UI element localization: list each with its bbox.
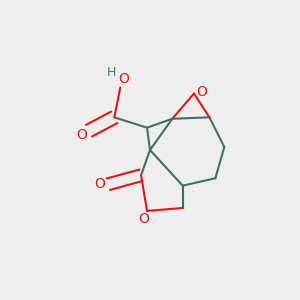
Text: O: O [196,85,207,99]
Text: O: O [94,177,106,191]
Text: H: H [107,66,116,79]
Text: O: O [139,212,149,226]
Text: O: O [76,128,87,142]
Text: O: O [118,72,129,86]
